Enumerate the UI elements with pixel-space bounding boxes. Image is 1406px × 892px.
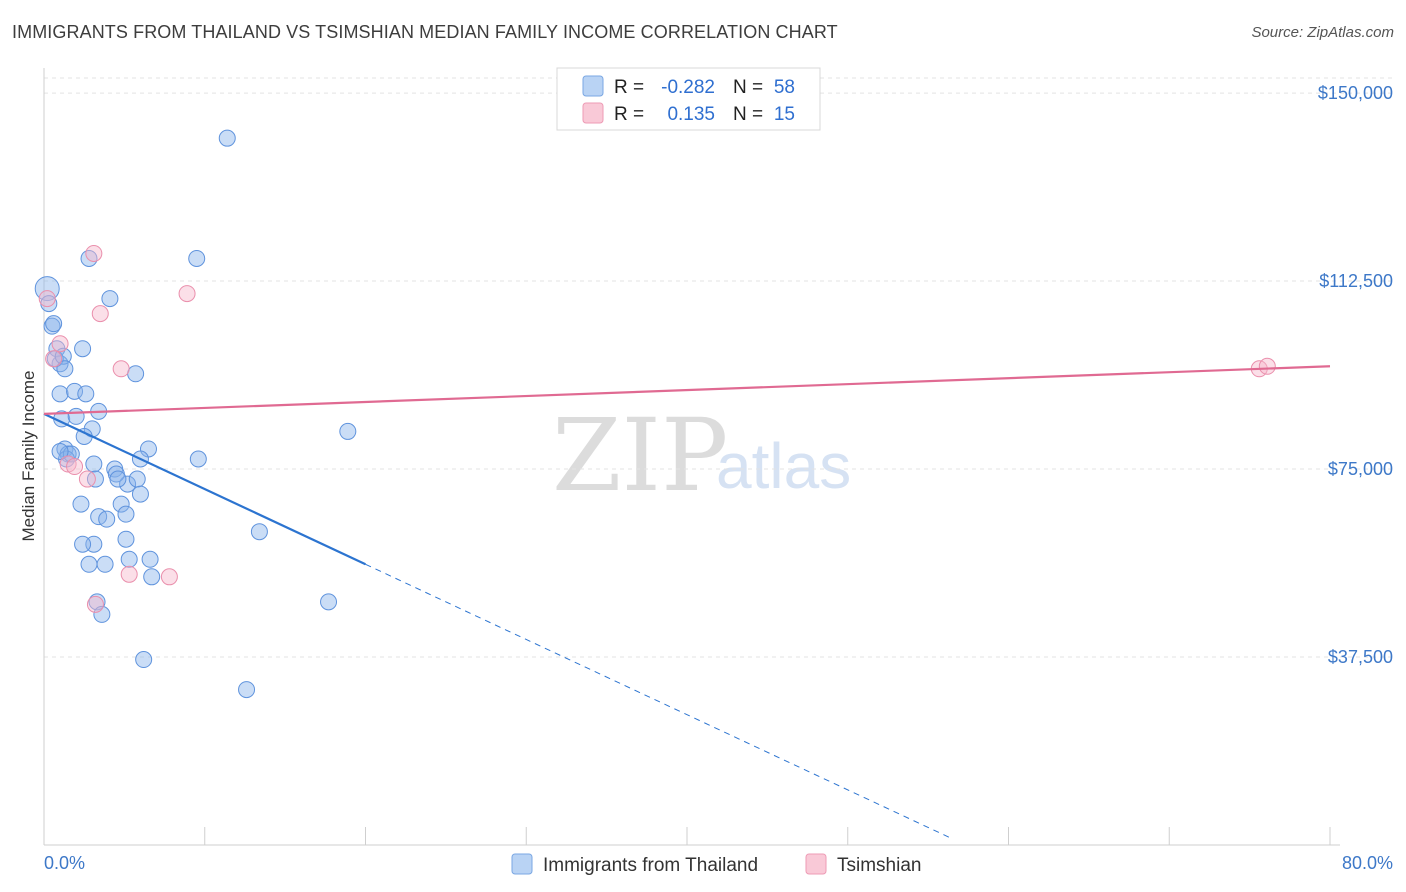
legend-swatch-thailand — [582, 75, 604, 97]
legend-n-value-tsimshian: 15 — [774, 104, 795, 125]
thailand-point — [67, 407, 85, 425]
thailand-point — [112, 495, 130, 513]
thailand-point — [88, 593, 106, 611]
thailand-point — [43, 317, 61, 335]
tsimshian-point — [178, 285, 196, 303]
thailand-point — [250, 523, 268, 541]
thailand-point — [56, 360, 74, 378]
thailand-point — [141, 550, 159, 568]
bottom-legend-swatch-tsimshian — [805, 853, 827, 875]
series-tsimshian-points — [38, 244, 1276, 613]
y-tick-label: $75,000 — [1328, 459, 1393, 479]
bottom-legend-swatch-thailand — [511, 853, 533, 875]
x-tick-label-min: 0.0% — [44, 853, 85, 873]
x-tick-marks — [204, 827, 1331, 845]
tsimshian-point — [78, 470, 96, 488]
thailand-point — [66, 382, 84, 400]
tsimshian-point — [1258, 357, 1276, 375]
tsimshian-point — [120, 565, 138, 583]
legend-r-value-tsimshian: 0.135 — [667, 104, 715, 125]
tsimshian-point — [45, 350, 63, 368]
thailand-point — [54, 347, 72, 365]
chart-source: Source: ZipAtlas.com — [1251, 24, 1394, 41]
y-tick-label: $37,500 — [1328, 647, 1393, 667]
legend-n-value-thailand: 58 — [774, 77, 795, 98]
tsimshian-point — [86, 595, 104, 613]
thailand-point — [80, 249, 98, 267]
thailand-point — [77, 385, 95, 403]
thailand-trendline-extension — [365, 563, 953, 840]
thailand-point — [135, 651, 153, 669]
y-axis-label: Median Family Income — [19, 370, 38, 541]
thailand-point — [109, 470, 127, 488]
thailand-point — [189, 450, 207, 468]
bottom-legend-label-tsimshian: Tsimshian — [837, 855, 921, 876]
trendlines — [43, 365, 1331, 840]
tsimshian-point — [112, 360, 130, 378]
thailand-point — [117, 530, 135, 548]
stats-legend: R = -0.282 N = 58 R = 0.135 N = 15 — [556, 67, 821, 131]
thailand-point — [34, 276, 60, 302]
watermark-atlas: atlas — [716, 430, 851, 502]
thailand-point — [80, 555, 98, 573]
thailand-point — [339, 422, 357, 440]
thailand-point — [320, 593, 338, 611]
series-thailand-points — [34, 129, 357, 699]
thailand-point — [238, 681, 256, 699]
y-tick-label: $112,500 — [1319, 271, 1393, 291]
tsimshian-point — [85, 244, 103, 262]
series-legend: Immigrants from Thailand Tsimshian — [511, 853, 921, 876]
thailand-point — [93, 605, 111, 623]
legend-n-label-tsimshian: N = — [733, 104, 763, 125]
thailand-point — [131, 485, 149, 503]
thailand-point — [188, 249, 206, 267]
tsimshian-point — [91, 305, 109, 323]
thailand-point — [74, 340, 92, 358]
thailand-point — [101, 290, 119, 308]
y-tick-label: $150,000 — [1318, 83, 1393, 103]
thailand-point — [128, 470, 146, 488]
thailand-point — [119, 475, 137, 493]
thailand-point — [62, 445, 80, 463]
thailand-point — [45, 315, 63, 333]
tsimshian-point — [38, 290, 56, 308]
thailand-point — [51, 442, 69, 460]
thailand-trendline — [43, 412, 366, 566]
bottom-legend-label-thailand: Immigrants from Thailand — [543, 855, 758, 876]
legend-r-value-thailand: -0.282 — [661, 77, 715, 98]
legend-swatch-tsimshian — [582, 102, 604, 124]
thailand-point — [98, 510, 116, 528]
y-tick-labels: $37,500 $75,000 $112,500 $150,000 — [1318, 83, 1393, 667]
thailand-point — [85, 455, 103, 473]
thailand-point — [96, 555, 114, 573]
thailand-point — [117, 505, 135, 523]
chart-title: IMMIGRANTS FROM THAILAND VS TSIMSHIAN ME… — [12, 22, 838, 42]
watermark: ZIP atlas — [552, 397, 851, 514]
thailand-point — [143, 568, 161, 586]
x-tick-label-max: 80.0% — [1342, 853, 1393, 873]
tsimshian-point — [66, 458, 84, 476]
legend-r-label-thailand: R = — [614, 77, 644, 98]
tsimshian-point — [51, 335, 69, 353]
thailand-point — [120, 550, 138, 568]
watermark-zip: ZIP — [552, 397, 728, 514]
thailand-point — [127, 365, 145, 383]
gridlines — [44, 77, 1395, 658]
thailand-point — [72, 495, 90, 513]
thailand-point — [51, 385, 69, 403]
legend-n-label-thailand: N = — [733, 77, 763, 98]
thailand-point — [218, 129, 236, 147]
thailand-point — [74, 535, 92, 553]
tsimshian-point — [160, 568, 178, 586]
tsimshian-trendline — [43, 365, 1331, 415]
legend-r-label-tsimshian: R = — [614, 104, 644, 125]
